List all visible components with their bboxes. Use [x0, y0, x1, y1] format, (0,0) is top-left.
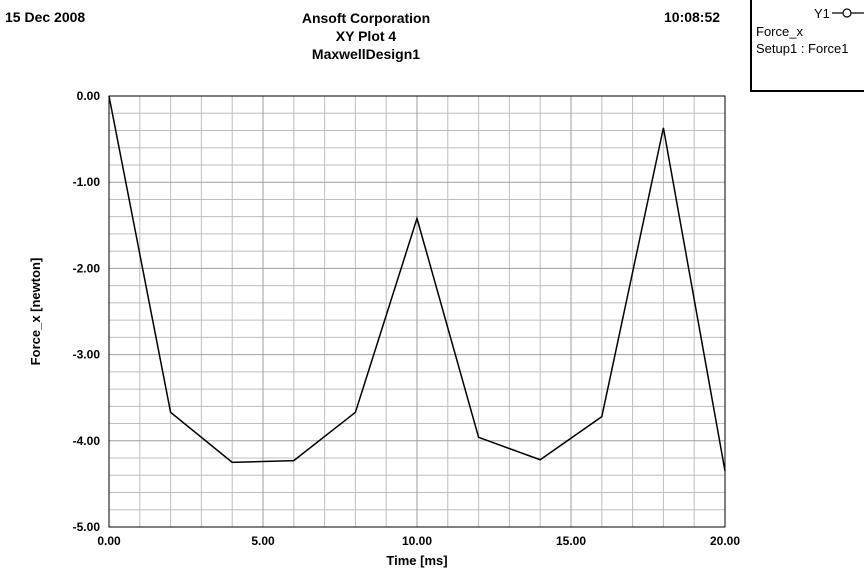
xy-plot[interactable]: 0.00 5.00 10.00 15.00 20.00 0.00 -1.00 -2.00 -3… — [0, 0, 744, 576]
data-point[interactable] — [723, 468, 728, 473]
data-point[interactable] — [415, 216, 420, 221]
data-point[interactable] — [353, 410, 358, 415]
y-tick-label: -5.00 — [73, 520, 101, 534]
y-axis-label: Force_x [newton] — [28, 258, 43, 366]
data-point[interactable] — [107, 94, 112, 99]
plot-time: 10:08:52 — [664, 9, 721, 25]
series-group — [107, 94, 728, 473]
y-tick-label: -3.00 — [73, 348, 101, 362]
x-tick-labels: 0.00 5.00 10.00 15.00 20.00 — [97, 534, 740, 548]
data-point[interactable] — [476, 435, 481, 440]
x-axis-label: Time [ms] — [386, 553, 447, 568]
legend[interactable]: Y1 Force_x Setup1 : Force1 — [750, 0, 864, 92]
plot-date: 15 Dec 2008 — [5, 9, 86, 25]
data-point[interactable] — [599, 414, 604, 419]
x-tick-label: 0.00 — [97, 534, 121, 548]
y-tick-label: -4.00 — [73, 434, 101, 448]
plot-header: Ansoft Corporation XY Plot 4 MaxwellDesi… — [200, 9, 532, 63]
x-tick-label: 10.00 — [402, 534, 432, 548]
plot-frame — [108, 95, 726, 528]
design-name: MaxwellDesign1 — [311, 46, 421, 62]
legend-trace-name: Y1 — [814, 6, 830, 21]
data-point[interactable] — [291, 458, 296, 463]
legend-solution: Setup1 : Force1 — [756, 41, 849, 56]
x-tick-label: 15.00 — [556, 534, 586, 548]
y-tick-label: -1.00 — [73, 175, 101, 189]
company-name: Ansoft Corporation — [301, 10, 431, 26]
x-tick-label: 5.00 — [251, 534, 275, 548]
x-tick-label: 20.00 — [710, 534, 740, 548]
plot-title: XY Plot 4 — [335, 28, 397, 44]
data-point[interactable] — [168, 410, 173, 415]
legend-expression: Force_x — [756, 24, 803, 39]
y-tick-label: 0.00 — [77, 89, 101, 103]
series-line-y1[interactable] — [108, 95, 726, 472]
data-point[interactable] — [661, 125, 666, 130]
data-point[interactable] — [230, 460, 235, 465]
legend-line-marker-icon — [832, 8, 864, 18]
y-tick-label: -2.00 — [73, 261, 101, 275]
y-tick-labels: 0.00 -1.00 -2.00 -3.00 -4.00 -5.00 — [73, 89, 101, 534]
data-point[interactable] — [538, 457, 543, 462]
